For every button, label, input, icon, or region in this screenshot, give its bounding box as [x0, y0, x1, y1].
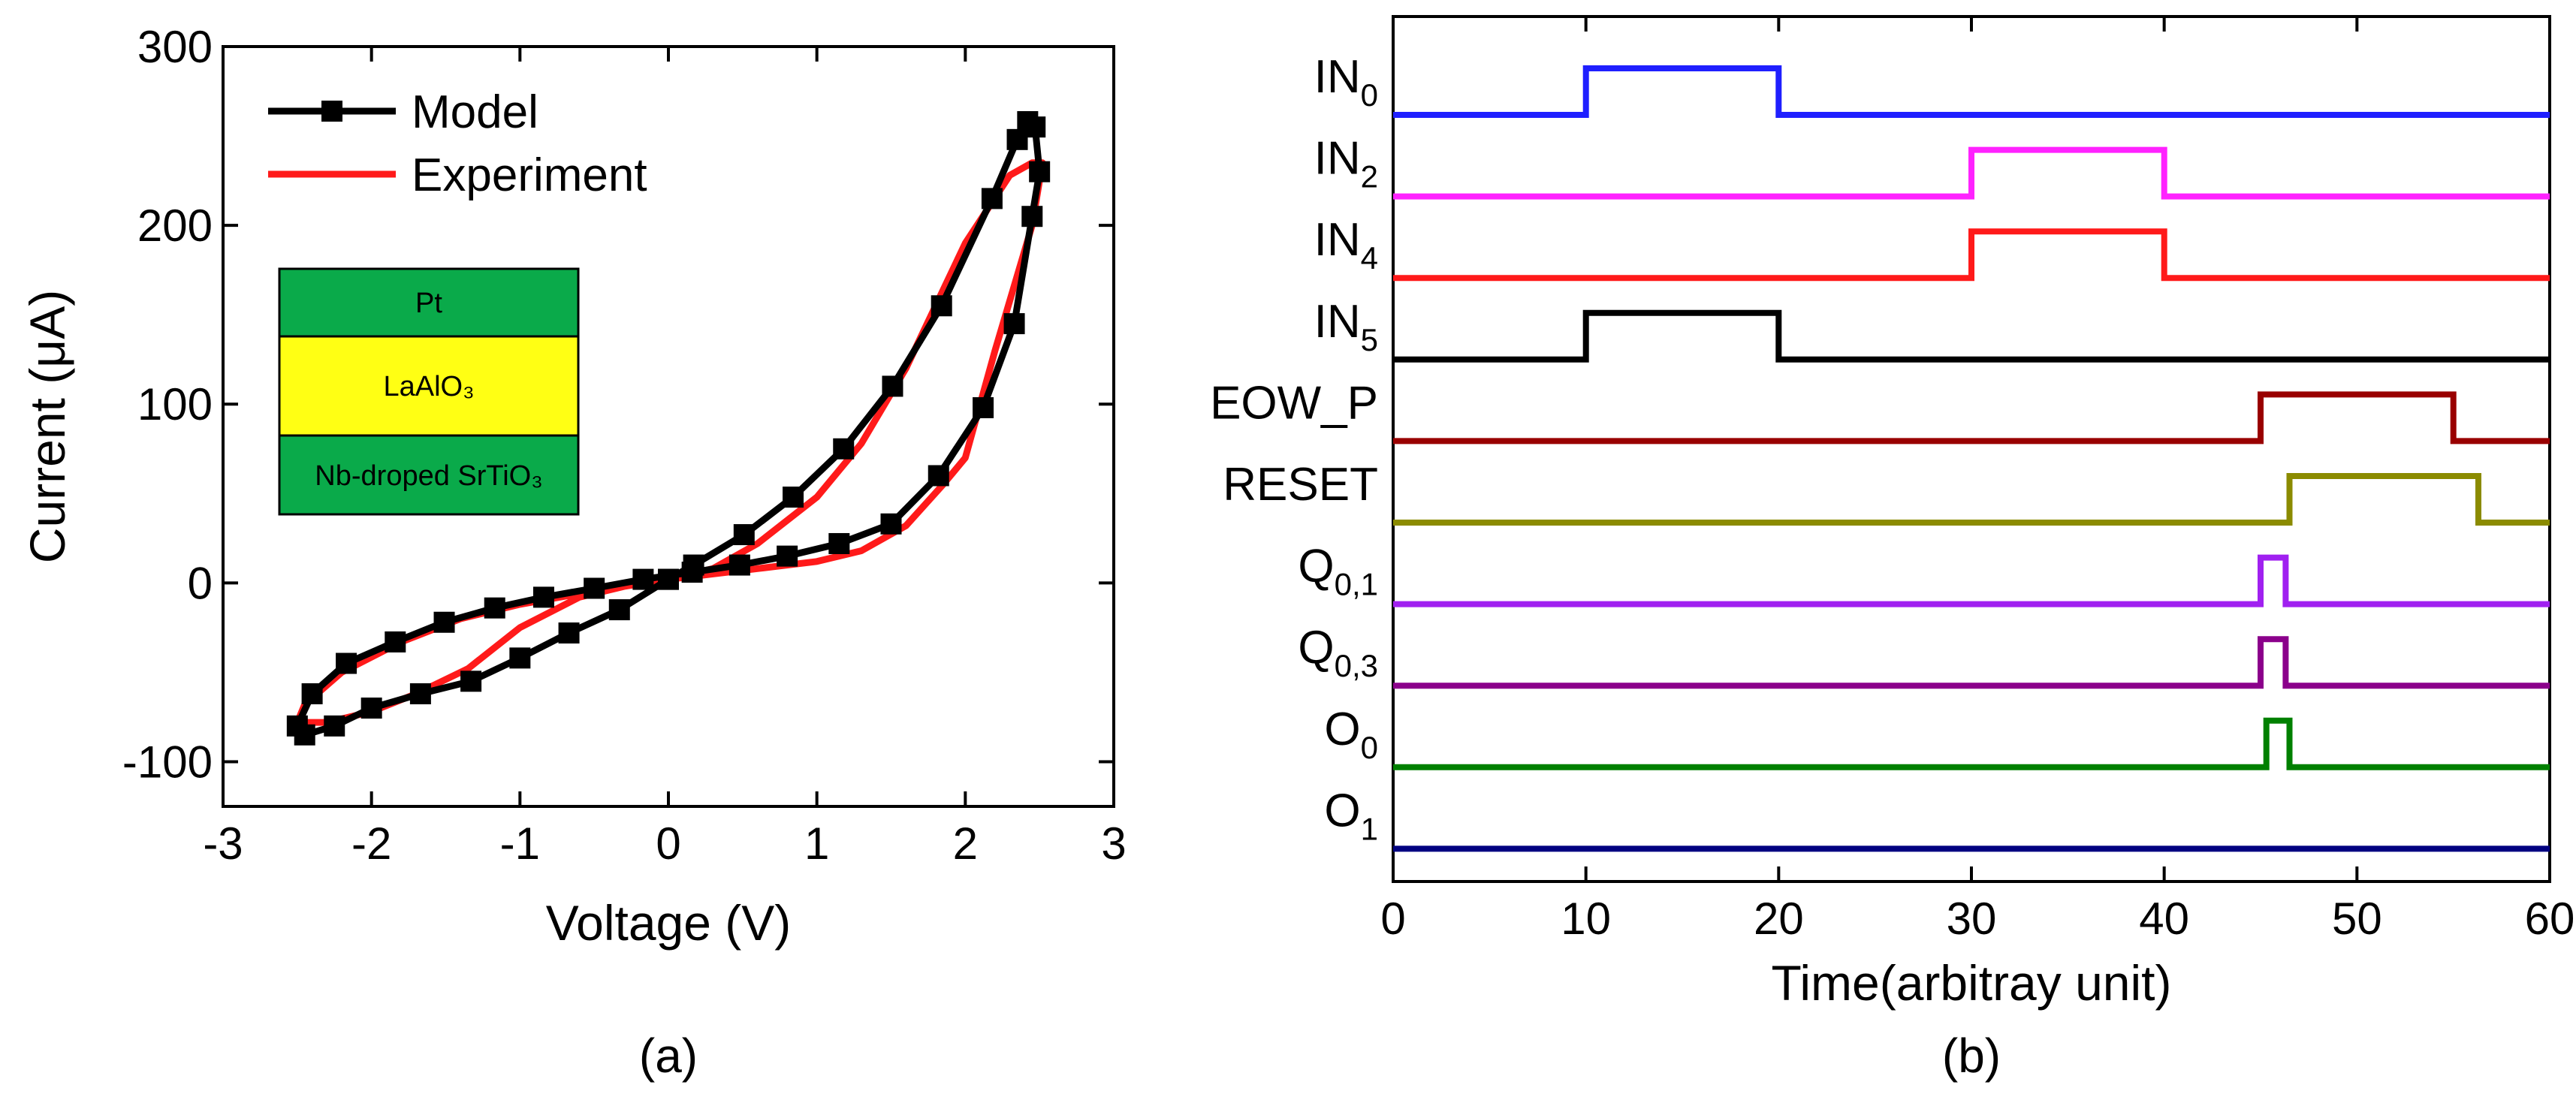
x-tick-label: 2 — [953, 818, 978, 869]
x-tick-label: 10 — [1561, 894, 1611, 944]
model-data-point — [301, 683, 323, 704]
panel-a-label: (a) — [639, 1029, 698, 1083]
signal-trace-reset — [1393, 473, 2550, 526]
signal-label: EOW_P — [1210, 377, 1378, 429]
x-tick-label: 40 — [2139, 894, 2189, 944]
signal-trace-o0 — [1393, 717, 2550, 770]
model-data-point — [931, 295, 952, 317]
x-tick-label: 50 — [2332, 894, 2382, 944]
model-data-point — [1029, 161, 1051, 182]
model-data-point — [584, 577, 605, 599]
signal-label: IN0 — [1314, 51, 1378, 113]
x-tick-label: 0 — [1380, 894, 1405, 944]
model-data-point — [777, 545, 798, 567]
x-tick-label: 20 — [1754, 894, 1804, 944]
x-tick-label: 60 — [2525, 894, 2575, 944]
model-data-point — [1021, 206, 1043, 228]
panel-a-series — [286, 111, 1051, 746]
x-tick-label: 30 — [1947, 894, 1997, 944]
model-data-point — [928, 465, 949, 487]
model-data-point — [783, 487, 804, 508]
panel-b-x-axis-label: Time(arbitray unit) — [1772, 955, 2172, 1011]
legend-model-marker — [321, 101, 342, 122]
model-data-point — [1006, 128, 1028, 150]
signal-label: IN5 — [1314, 296, 1378, 357]
x-tick-label: 1 — [804, 818, 829, 869]
pt-layer-label: Pt — [415, 288, 442, 319]
nb-srtio3-layer-label: Nb-droped SrTiO₃ — [315, 460, 542, 492]
model-data-point — [336, 652, 357, 674]
signal-label: IN2 — [1314, 133, 1378, 194]
model-data-point — [733, 524, 755, 546]
model-data-point — [460, 671, 482, 692]
model-data-point — [324, 715, 345, 737]
legend-experiment-label: Experiment — [412, 149, 647, 201]
signal-label: Q0,3 — [1298, 622, 1378, 683]
model-data-point — [981, 188, 1003, 209]
model-data-point — [632, 568, 654, 590]
signal-label: RESET — [1223, 459, 1378, 511]
x-tick-label: 3 — [1101, 818, 1126, 869]
panel-a-axis-ticks: -3 -2 -1 0 1 2 3 -100 0 100 200 300 — [122, 22, 1127, 869]
signal-trace-in2 — [1393, 146, 2550, 200]
model-data-point — [360, 698, 382, 719]
x-tick-label: -2 — [351, 818, 391, 869]
nb-srtio3-layer — [278, 434, 580, 516]
model-data-point — [385, 631, 406, 652]
model-data-point — [294, 724, 315, 746]
x-tick-label: 0 — [656, 818, 680, 869]
signal-label: O1 — [1324, 785, 1378, 846]
model-data-point — [509, 647, 531, 669]
signal-trace-in4 — [1393, 228, 2550, 282]
legend-model-label: Model — [412, 86, 538, 138]
y-tick-label: 200 — [137, 200, 213, 251]
signal-label: IN4 — [1314, 214, 1378, 276]
panel-a-y-axis-label: Current (μA) — [20, 290, 75, 563]
x-tick-label: -1 — [500, 818, 540, 869]
signal-trace-q01 — [1393, 554, 2550, 607]
panel-a-iv-chart: -3 -2 -1 0 1 2 3 -100 0 100 200 300 Model Experimen… — [20, 22, 1127, 1083]
model-data-point — [681, 562, 703, 583]
laalo3-layer-label: LaAlO₃ — [383, 371, 474, 402]
signal-trace-in5 — [1393, 309, 2550, 363]
model-data-point — [973, 396, 994, 418]
panel-b-label: (b) — [1942, 1029, 2001, 1083]
y-tick-label: 100 — [137, 379, 213, 429]
panel-a-x-axis-label: Voltage (V) — [546, 895, 792, 951]
signal-trace-eowp — [1393, 391, 2550, 445]
model-data-point — [608, 599, 630, 621]
model-data-point — [728, 554, 750, 576]
model-data-point — [1024, 116, 1046, 138]
panel-b-plot-frame — [1392, 15, 2551, 883]
model-data-point — [558, 622, 580, 644]
signal-label: O0 — [1324, 704, 1378, 765]
panel-a-legend: Model Experiment — [268, 86, 647, 201]
model-data-point — [880, 513, 902, 535]
device-stack-inset: Pt LaAlO₃ Nb-droped SrTiO₃ — [278, 267, 580, 516]
panel-b-timing-diagram: 0 10 20 30 40 50 60 IN0 IN2 IN4 IN5 EOW_P RESET Q0,1… — [1210, 15, 2574, 1083]
panel-b-axis-ticks: 0 10 20 30 40 50 60 — [1380, 17, 2574, 944]
model-data-point — [433, 611, 455, 633]
model-data-point — [882, 375, 903, 397]
model-data-point — [833, 438, 855, 460]
model-data-point — [658, 568, 679, 590]
y-tick-label: 0 — [188, 558, 213, 608]
model-data-point — [409, 683, 431, 704]
panel-b-signal-traces — [1393, 65, 2550, 852]
panel-b-signal-labels: IN0 IN2 IN4 IN5 EOW_P RESET Q0,1 Q0,3 O0 O1 — [1210, 51, 1378, 846]
model-data-point — [828, 532, 850, 554]
x-tick-label: -3 — [203, 818, 243, 869]
model-data-point — [532, 586, 554, 608]
signal-trace-q03 — [1393, 636, 2550, 689]
y-tick-label: 300 — [137, 22, 213, 72]
signal-label: Q0,1 — [1298, 541, 1378, 602]
signal-trace-in0 — [1393, 65, 2550, 118]
y-tick-label: -100 — [122, 737, 213, 787]
model-data-point — [484, 597, 505, 619]
model-data-point — [1003, 313, 1025, 335]
